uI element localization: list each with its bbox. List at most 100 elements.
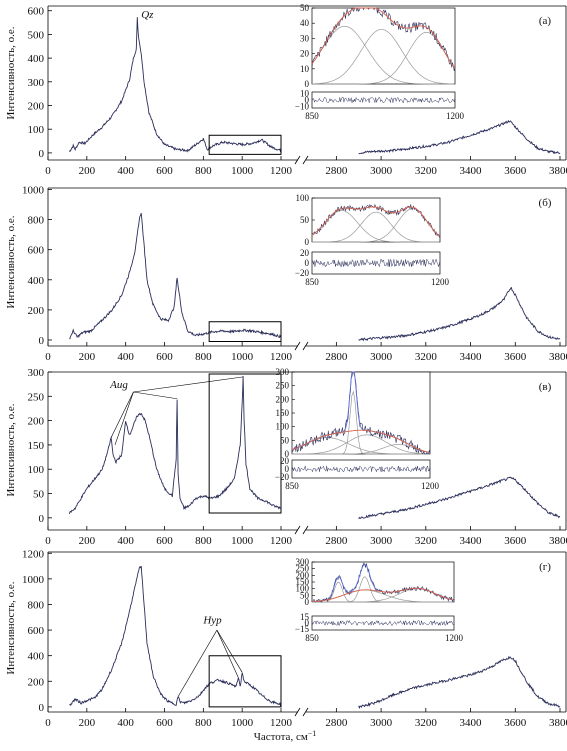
inset-residual-tick-label: 20 [300, 248, 310, 258]
inset-main-frame [312, 8, 455, 84]
x-tick-label: 0 [45, 351, 51, 363]
inset-y-tick-label: 250 [276, 381, 290, 391]
y-tick-label: 600 [28, 625, 45, 637]
y-axis-label: Интенсивность, о.е. [5, 403, 17, 496]
y-tick-label: 150 [28, 440, 45, 452]
inset-x-tick-label: 1200 [445, 633, 464, 643]
y-tick-label: 800 [28, 215, 45, 227]
x-tick-label: 600 [156, 165, 173, 177]
y-tick-label: 500 [28, 29, 45, 41]
y-tick-label: 300 [28, 77, 45, 89]
x-tick-label: 800 [195, 717, 212, 729]
y-tick-label: 400 [28, 275, 45, 287]
panel-label: (б) [539, 197, 552, 209]
peak-annotation: Qz [141, 9, 154, 21]
inset-y-tick-label: 100 [276, 422, 290, 432]
inset-x-tick-label: 1200 [446, 111, 465, 121]
peak-annotation: Hyp [202, 615, 222, 627]
peak-annotation: Aug [109, 379, 128, 391]
spectrum-line [69, 213, 281, 339]
x-tick-label: 1200 [270, 535, 293, 547]
y-tick-label: 800 [28, 599, 45, 611]
annotation-pointer [217, 630, 238, 677]
y-axis-label: Интенсивность, о.е. [5, 215, 17, 308]
annotation-pointer [115, 392, 133, 445]
y-tick-label: 100 [28, 124, 45, 136]
x-tick-label: 200 [79, 535, 96, 547]
x-tick-label: 800 [195, 165, 212, 177]
inset-y-tick-label: 300 [276, 367, 290, 377]
x-tick-label: 800 [195, 535, 212, 547]
x-tick-label: 0 [45, 165, 51, 177]
x-tick-label: 3800 [549, 165, 567, 177]
inset-y-tick-label: 20 [300, 49, 310, 59]
y-tick-label: 100 [28, 464, 45, 476]
x-tick-label: 400 [117, 717, 134, 729]
y-tick-label: 0 [39, 335, 45, 347]
inset-y-tick-label: 50 [280, 435, 290, 445]
y-tick-label: 0 [39, 513, 45, 525]
inset-x-tick-label: 850 [305, 111, 319, 121]
x-tick-label: 600 [156, 535, 173, 547]
x-tick-label: 3400 [460, 717, 483, 729]
inset-y-tick-label: 50 [300, 215, 310, 225]
x-tick-label: 600 [156, 351, 173, 363]
annotation-pointer [217, 630, 242, 672]
x-tick-label: 800 [195, 351, 212, 363]
inset-y-tick-label: 10 [300, 64, 310, 74]
inset-y-tick-label: 100 [296, 193, 310, 203]
y-tick-label: 200 [28, 676, 45, 688]
spectrum-line [69, 376, 281, 514]
y-axis-label: Интенсивность, о.е. [5, 26, 17, 119]
y-tick-label: 600 [28, 6, 45, 18]
x-tick-label: 2800 [325, 165, 348, 177]
inset-main-frame [312, 562, 454, 602]
y-tick-label: 200 [28, 101, 45, 113]
inset-x-tick-label: 850 [305, 277, 319, 287]
spectrum-line [69, 566, 281, 705]
inset-y-tick-label: 30 [300, 33, 310, 43]
x-tick-label: 3800 [549, 717, 567, 729]
x-tick-label: 2800 [325, 717, 348, 729]
inset-x-tick-label: 850 [285, 481, 299, 491]
inset-x-tick-label: 1200 [421, 481, 440, 491]
y-tick-label: 0 [39, 702, 45, 714]
annotation-pointer [133, 377, 243, 392]
panel-label: (г) [539, 561, 551, 573]
x-tick-label: 3600 [504, 165, 527, 177]
inset-residual-tick-label: 0 [305, 258, 310, 268]
x-tick-label: 1000 [231, 717, 254, 729]
x-tick-label: 3000 [370, 535, 393, 547]
inset-residual-frame [312, 92, 455, 108]
y-tick-label: 200 [28, 416, 45, 428]
spectrum-line [359, 288, 560, 341]
y-axis-label: Интенсивность, о.е. [5, 581, 17, 674]
spectrum-line [69, 17, 281, 152]
y-tick-label: 1000 [22, 185, 45, 197]
x-tick-label: 1200 [270, 717, 293, 729]
inset-residual-frame [292, 460, 430, 478]
x-tick-label: 3600 [504, 717, 527, 729]
x-tick-label: 0 [45, 535, 51, 547]
y-tick-label: 400 [28, 651, 45, 663]
x-tick-label: 3200 [415, 165, 438, 177]
inset-main-frame [312, 198, 440, 242]
x-tick-label: 600 [156, 717, 173, 729]
x-tick-label: 3400 [460, 351, 483, 363]
x-tick-label: 0 [45, 717, 51, 729]
y-tick-label: 0 [39, 148, 45, 160]
x-tick-label: 3200 [415, 351, 438, 363]
spectrum-line [359, 477, 560, 519]
x-tick-label: 3200 [415, 717, 438, 729]
x-tick-label: 2800 [325, 351, 348, 363]
inset-y-tick-label: 50 [300, 3, 310, 13]
annotation-pointer [178, 630, 217, 697]
x-tick-label: 1000 [231, 351, 254, 363]
